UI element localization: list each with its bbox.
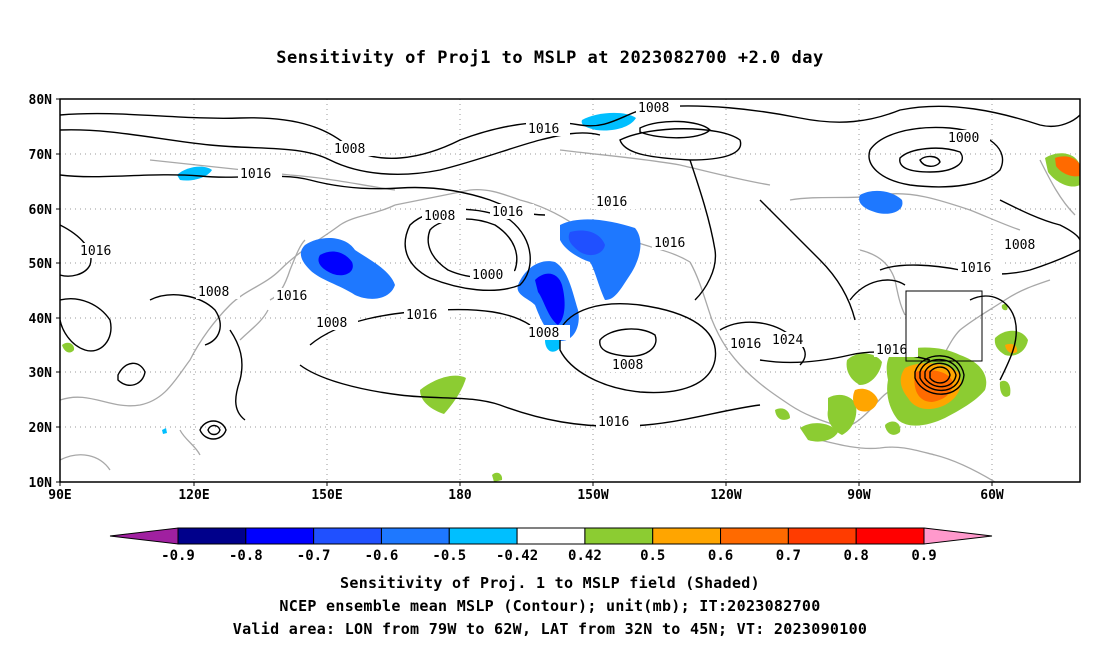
lon-label: 90E: [48, 488, 71, 503]
colorbar-swatch: [448, 527, 518, 545]
contour-label: 1008: [638, 101, 669, 116]
colorbar-label: -0.8: [229, 548, 263, 564]
negative-sensitivity-patches: [162, 112, 903, 434]
lat-label: 40N: [29, 312, 53, 327]
colorbar-label: -0.5: [432, 548, 466, 564]
colorbar-label: 0.42: [568, 548, 602, 564]
contour-label: 1016: [598, 415, 629, 430]
contour-label: 1016: [596, 195, 627, 210]
plot-frame: [59, 98, 1081, 483]
contour-label: 1016: [528, 122, 559, 137]
colorbar-swatch: [652, 527, 722, 545]
colorbar-swatch: [787, 527, 857, 545]
colorbar-label: -0.42: [496, 548, 538, 564]
contour-label: 1008: [1004, 238, 1035, 253]
contour-label: 1016: [80, 244, 111, 259]
colorbar-high-arrow: [923, 527, 993, 545]
colorbar-swatch: [516, 527, 586, 545]
colorbar: -0.9 -0.8 -0.7 -0.6 -0.5 -0.42 0.42 0.5 0.6 0.7 0.…: [109, 527, 993, 564]
colorbar-swatch: [380, 527, 450, 545]
colorbar-swatch: [855, 527, 925, 545]
longitude-labels: 90E 120E 150E 180 150W 120W 90W 60W: [48, 488, 1004, 503]
lon-label: 180: [448, 488, 472, 503]
contour-label: 1008: [528, 326, 559, 341]
colorbar-swatch: [245, 527, 315, 545]
lat-label: 50N: [29, 257, 53, 272]
lon-label: 60W: [980, 488, 1004, 503]
lat-label: 20N: [29, 421, 53, 436]
colorbar-low-arrow: [109, 527, 179, 545]
colorbar-label: -0.7: [297, 548, 331, 564]
colorbar-label: 0.9: [911, 548, 936, 564]
contour-label: 1016: [492, 205, 523, 220]
colorbar-label: 0.8: [844, 548, 869, 564]
lat-label: 30N: [29, 366, 53, 381]
lon-label: 150W: [577, 488, 608, 503]
contour-label: 1016: [276, 289, 307, 304]
contour-label: 1016: [730, 337, 761, 352]
colorbar-swatch: [584, 527, 654, 545]
contour-label: 1008: [316, 316, 347, 331]
caption-contour: NCEP ensemble mean MSLP (Contour); unit(…: [279, 597, 821, 615]
latitude-labels: 80N 70N 60N 50N 40N 30N 20N 10N: [29, 93, 53, 491]
lon-label: 90W: [847, 488, 871, 503]
map-title: Sensitivity of Proj1 to MSLP at 20230827…: [276, 48, 824, 68]
lon-label: 150E: [311, 488, 342, 503]
lon-label: 120E: [178, 488, 209, 503]
contour-label: 1016: [960, 261, 991, 276]
contour-label: 1008: [424, 209, 455, 224]
contour-label: 1016: [406, 308, 437, 323]
contour-label: 1008: [612, 358, 643, 373]
contour-label: 1016: [240, 167, 271, 182]
lon-label: 120W: [710, 488, 741, 503]
lat-label: 10N: [29, 476, 53, 491]
caption-shaded: Sensitivity of Proj. 1 to MSLP field (Sh…: [340, 574, 760, 592]
colorbar-label: -0.6: [365, 548, 399, 564]
valid-area-box: [905, 290, 983, 362]
axis-ticks: [56, 98, 993, 486]
contour-label: 1008: [198, 285, 229, 300]
contour-label: 1024: [772, 333, 803, 348]
contour-label: 1000: [472, 268, 503, 283]
mslp-contours: [60, 105, 1080, 440]
colorbar-label: -0.9: [161, 548, 195, 564]
colorbar-label: 0.5: [640, 548, 665, 564]
lat-label: 80N: [29, 93, 53, 108]
contour-label: 1000: [948, 131, 979, 146]
contour-label: 1016: [876, 343, 907, 358]
lat-label: 70N: [29, 148, 53, 163]
caption-valid-area: Valid area: LON from 79W to 62W, LAT fro…: [232, 620, 868, 638]
lat-label: 60N: [29, 203, 53, 218]
contour-label: 1016: [654, 236, 685, 251]
colorbar-label: 0.7: [776, 548, 801, 564]
colorbar-swatch: [313, 527, 382, 545]
contour-labels: 1008 1016 1008 1000 1016 1008 1016 1016 …: [78, 100, 1046, 430]
colorbar-label: 0.6: [708, 548, 733, 564]
contour-label: 1008: [334, 142, 365, 157]
colorbar-swatch: [720, 527, 789, 545]
colorbar-swatch: [177, 527, 247, 545]
